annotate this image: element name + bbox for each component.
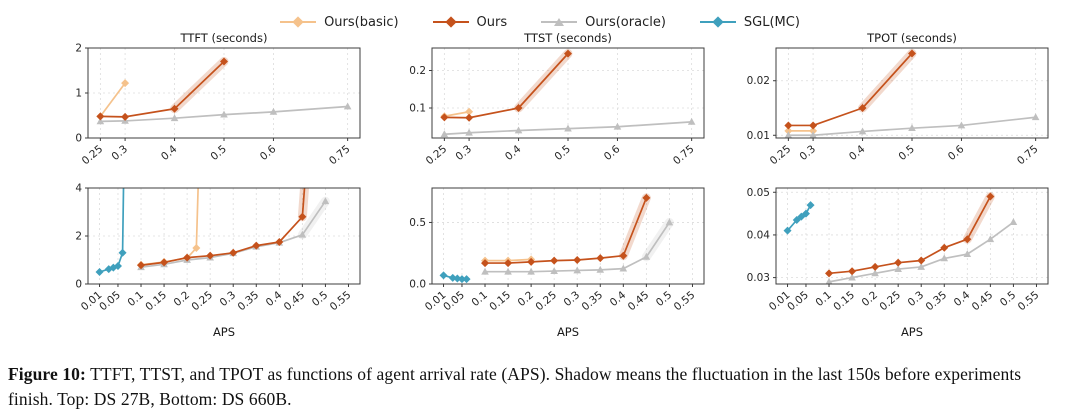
legend-item-ours: Ours bbox=[432, 14, 508, 30]
chart-ttst-ds27b: 0.1 0.2 0.25 0.3 0.4 0.5 0.6 0.75 TTST (seconds) bbox=[409, 31, 705, 167]
svg-text:0.4: 0.4 bbox=[264, 289, 285, 309]
svg-text:0.2: 0.2 bbox=[409, 65, 426, 77]
legend-item-ours-oracle: Ours(oracle) bbox=[541, 15, 666, 30]
figure-caption-label: Figure 10: bbox=[8, 364, 86, 384]
svg-text:APS: APS bbox=[901, 325, 923, 339]
svg-text:0.4: 0.4 bbox=[952, 289, 973, 309]
svg-text:0.6: 0.6 bbox=[258, 143, 279, 163]
svg-text:0.45: 0.45 bbox=[282, 289, 308, 313]
svg-text:0.01: 0.01 bbox=[747, 130, 770, 142]
svg-text:0.3: 0.3 bbox=[906, 289, 927, 309]
svg-text:0.2: 0.2 bbox=[172, 289, 193, 309]
svg-text:0: 0 bbox=[75, 133, 82, 145]
svg-text:0.55: 0.55 bbox=[1016, 289, 1042, 313]
svg-text:0.1: 0.1 bbox=[125, 289, 146, 309]
svg-text:0.55: 0.55 bbox=[672, 289, 698, 313]
svg-text:1: 1 bbox=[75, 88, 82, 100]
ours-oracle-marker-icon bbox=[541, 17, 578, 27]
svg-text:0.2: 0.2 bbox=[516, 289, 537, 309]
svg-text:0.6: 0.6 bbox=[602, 143, 623, 163]
svg-text:0.15: 0.15 bbox=[487, 289, 513, 313]
svg-text:0.35: 0.35 bbox=[924, 289, 950, 313]
svg-text:0.55: 0.55 bbox=[328, 289, 354, 313]
legend-label: Ours bbox=[476, 14, 508, 30]
svg-text:0.5: 0.5 bbox=[552, 143, 573, 163]
svg-text:0.4: 0.4 bbox=[503, 143, 524, 163]
svg-text:0.4: 0.4 bbox=[847, 143, 868, 163]
svg-text:0: 0 bbox=[75, 279, 82, 291]
svg-text:0.1: 0.1 bbox=[813, 289, 834, 309]
svg-text:0.5: 0.5 bbox=[998, 289, 1019, 309]
svg-text:0.25: 0.25 bbox=[768, 143, 794, 167]
ours-marker-icon bbox=[432, 16, 469, 28]
svg-text:0.5: 0.5 bbox=[208, 143, 229, 163]
svg-text:0.02: 0.02 bbox=[747, 75, 770, 87]
svg-text:0.35: 0.35 bbox=[580, 289, 606, 313]
chart-ttst-ds660b: 0.00.50.010.05 0.10.15 0.20.25 0.30.35 0.40.… bbox=[409, 187, 705, 339]
svg-text:0.75: 0.75 bbox=[1015, 143, 1041, 167]
svg-text:0.25: 0.25 bbox=[533, 289, 559, 313]
svg-text:0.3: 0.3 bbox=[562, 289, 583, 309]
legend-label: Ours(oracle) bbox=[585, 14, 666, 30]
charts-row-ds27b: 0 1 2 0.25 0.3 0.4 0.5 0.6 0.75 TTFT (seconds) 0.… bbox=[46, 31, 1080, 182]
svg-text:0.1: 0.1 bbox=[409, 103, 426, 115]
svg-text:0.5: 0.5 bbox=[310, 289, 331, 309]
chart-ttft-ds27b: 0 1 2 0.25 0.3 0.4 0.5 0.6 0.75 TTFT (seconds) bbox=[75, 31, 361, 167]
svg-text:0.6: 0.6 bbox=[946, 143, 967, 163]
svg-text:0.3: 0.3 bbox=[454, 143, 475, 163]
svg-text:0.25: 0.25 bbox=[80, 143, 106, 167]
legend-label: SGL(MC) bbox=[743, 14, 800, 30]
svg-text:2: 2 bbox=[75, 231, 82, 243]
svg-text:APS: APS bbox=[557, 325, 579, 339]
svg-text:0.75: 0.75 bbox=[671, 143, 697, 167]
svg-text:0.25: 0.25 bbox=[424, 143, 450, 167]
svg-text:0.3: 0.3 bbox=[218, 289, 239, 309]
svg-text:0.25: 0.25 bbox=[189, 289, 215, 313]
chart-tpot-ds660b: 0.030.040.050.010.05 0.10.15 0.20.25 0.30.3… bbox=[747, 187, 1049, 339]
svg-text:4: 4 bbox=[75, 183, 82, 195]
svg-text:0.1: 0.1 bbox=[469, 289, 490, 309]
figure-caption-text: TTFT, TTST, and TPOT as functions of age… bbox=[8, 364, 1022, 409]
svg-text:0.15: 0.15 bbox=[831, 289, 857, 313]
legend-label: Ours(basic) bbox=[324, 14, 399, 30]
svg-text:0.05: 0.05 bbox=[785, 289, 811, 313]
chart-legend: Ours(basic) Ours Ours(oracle) SGL(MC) bbox=[0, 0, 1080, 32]
legend-item-sgl-mc: SGL(MC) bbox=[699, 14, 800, 30]
charts-row-ds660b: 0 2 4 0.01 0.05 0.1 0.15 0.2 0.25 0.3 0.35 0.4 0.45 0… bbox=[46, 182, 1080, 352]
svg-text:0.5: 0.5 bbox=[896, 143, 917, 163]
svg-text:0.25: 0.25 bbox=[877, 289, 903, 313]
svg-text:0.05: 0.05 bbox=[441, 289, 467, 313]
chart-tpot-ds27b: 0.01 0.02 0.25 0.3 0.4 0.5 0.6 0.75 TPOT (second… bbox=[747, 31, 1049, 167]
svg-text:0.2: 0.2 bbox=[860, 289, 881, 309]
svg-text:0.35: 0.35 bbox=[236, 289, 262, 313]
sgl-mc-marker-icon bbox=[699, 16, 736, 28]
svg-text:APS: APS bbox=[213, 325, 235, 339]
svg-text:0.04: 0.04 bbox=[747, 229, 771, 241]
svg-text:TTST (seconds): TTST (seconds) bbox=[523, 32, 612, 45]
svg-text:0.3: 0.3 bbox=[110, 143, 131, 163]
svg-text:TPOT (seconds): TPOT (seconds) bbox=[866, 32, 957, 45]
svg-text:TTFT (seconds): TTFT (seconds) bbox=[180, 32, 268, 45]
svg-text:0.5: 0.5 bbox=[654, 289, 675, 309]
svg-text:0.0: 0.0 bbox=[409, 279, 426, 291]
svg-text:0.05: 0.05 bbox=[747, 187, 770, 199]
charts-grid: 0 1 2 0.25 0.3 0.4 0.5 0.6 0.75 TTFT (seconds) 0.… bbox=[0, 31, 1080, 352]
ours-basic-marker-icon bbox=[280, 16, 317, 28]
svg-text:0.5: 0.5 bbox=[409, 217, 426, 229]
figure-caption: Figure 10: TTFT, TTST, and TPOT as funct… bbox=[0, 352, 1080, 412]
svg-text:0.4: 0.4 bbox=[608, 289, 629, 309]
svg-text:2: 2 bbox=[75, 43, 82, 55]
svg-text:0.75: 0.75 bbox=[327, 143, 353, 167]
svg-text:0.05: 0.05 bbox=[97, 289, 123, 313]
svg-text:0.03: 0.03 bbox=[747, 272, 770, 284]
legend-item-ours-basic: Ours(basic) bbox=[280, 14, 399, 30]
svg-text:0.4: 0.4 bbox=[159, 143, 180, 163]
svg-text:0.45: 0.45 bbox=[626, 289, 652, 313]
svg-text:0.15: 0.15 bbox=[143, 289, 169, 313]
svg-text:0.45: 0.45 bbox=[970, 289, 996, 313]
svg-text:0.3: 0.3 bbox=[798, 143, 819, 163]
